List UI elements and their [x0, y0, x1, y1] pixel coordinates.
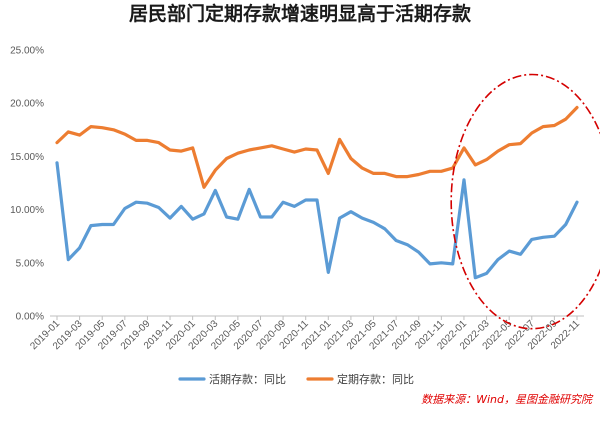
y-tick-label: 5.00%: [16, 258, 44, 269]
y-tick-label: 25.00%: [10, 46, 44, 57]
x-axis: 2019-012019-032019-052019-072019-092019-…: [28, 316, 582, 352]
legend: 活期存款：同比 定期存款：同比: [178, 372, 414, 386]
source-note: 数据来源：Wind，星图金融研究院: [421, 393, 594, 406]
series-line-1: [55, 161, 579, 280]
y-tick-label: 15.00%: [10, 152, 44, 163]
series-line-2: [55, 105, 579, 189]
y-axis: 0.00% 5.00% 10.00% 15.00% 20.00% 25.00%: [10, 46, 44, 323]
y-tick-label: 0.00%: [16, 312, 44, 323]
legend-label-1: 活期存款：同比: [209, 372, 286, 386]
chart-title: 居民部门定期存款增速明显高于活期存款: [129, 2, 472, 25]
highlight-ellipse: [450, 73, 600, 330]
y-tick-label: 10.00%: [10, 205, 44, 216]
y-tick-label: 20.00%: [10, 99, 44, 110]
legend-label-2: 定期存款：同比: [337, 372, 414, 386]
plot-area: [55, 105, 579, 280]
